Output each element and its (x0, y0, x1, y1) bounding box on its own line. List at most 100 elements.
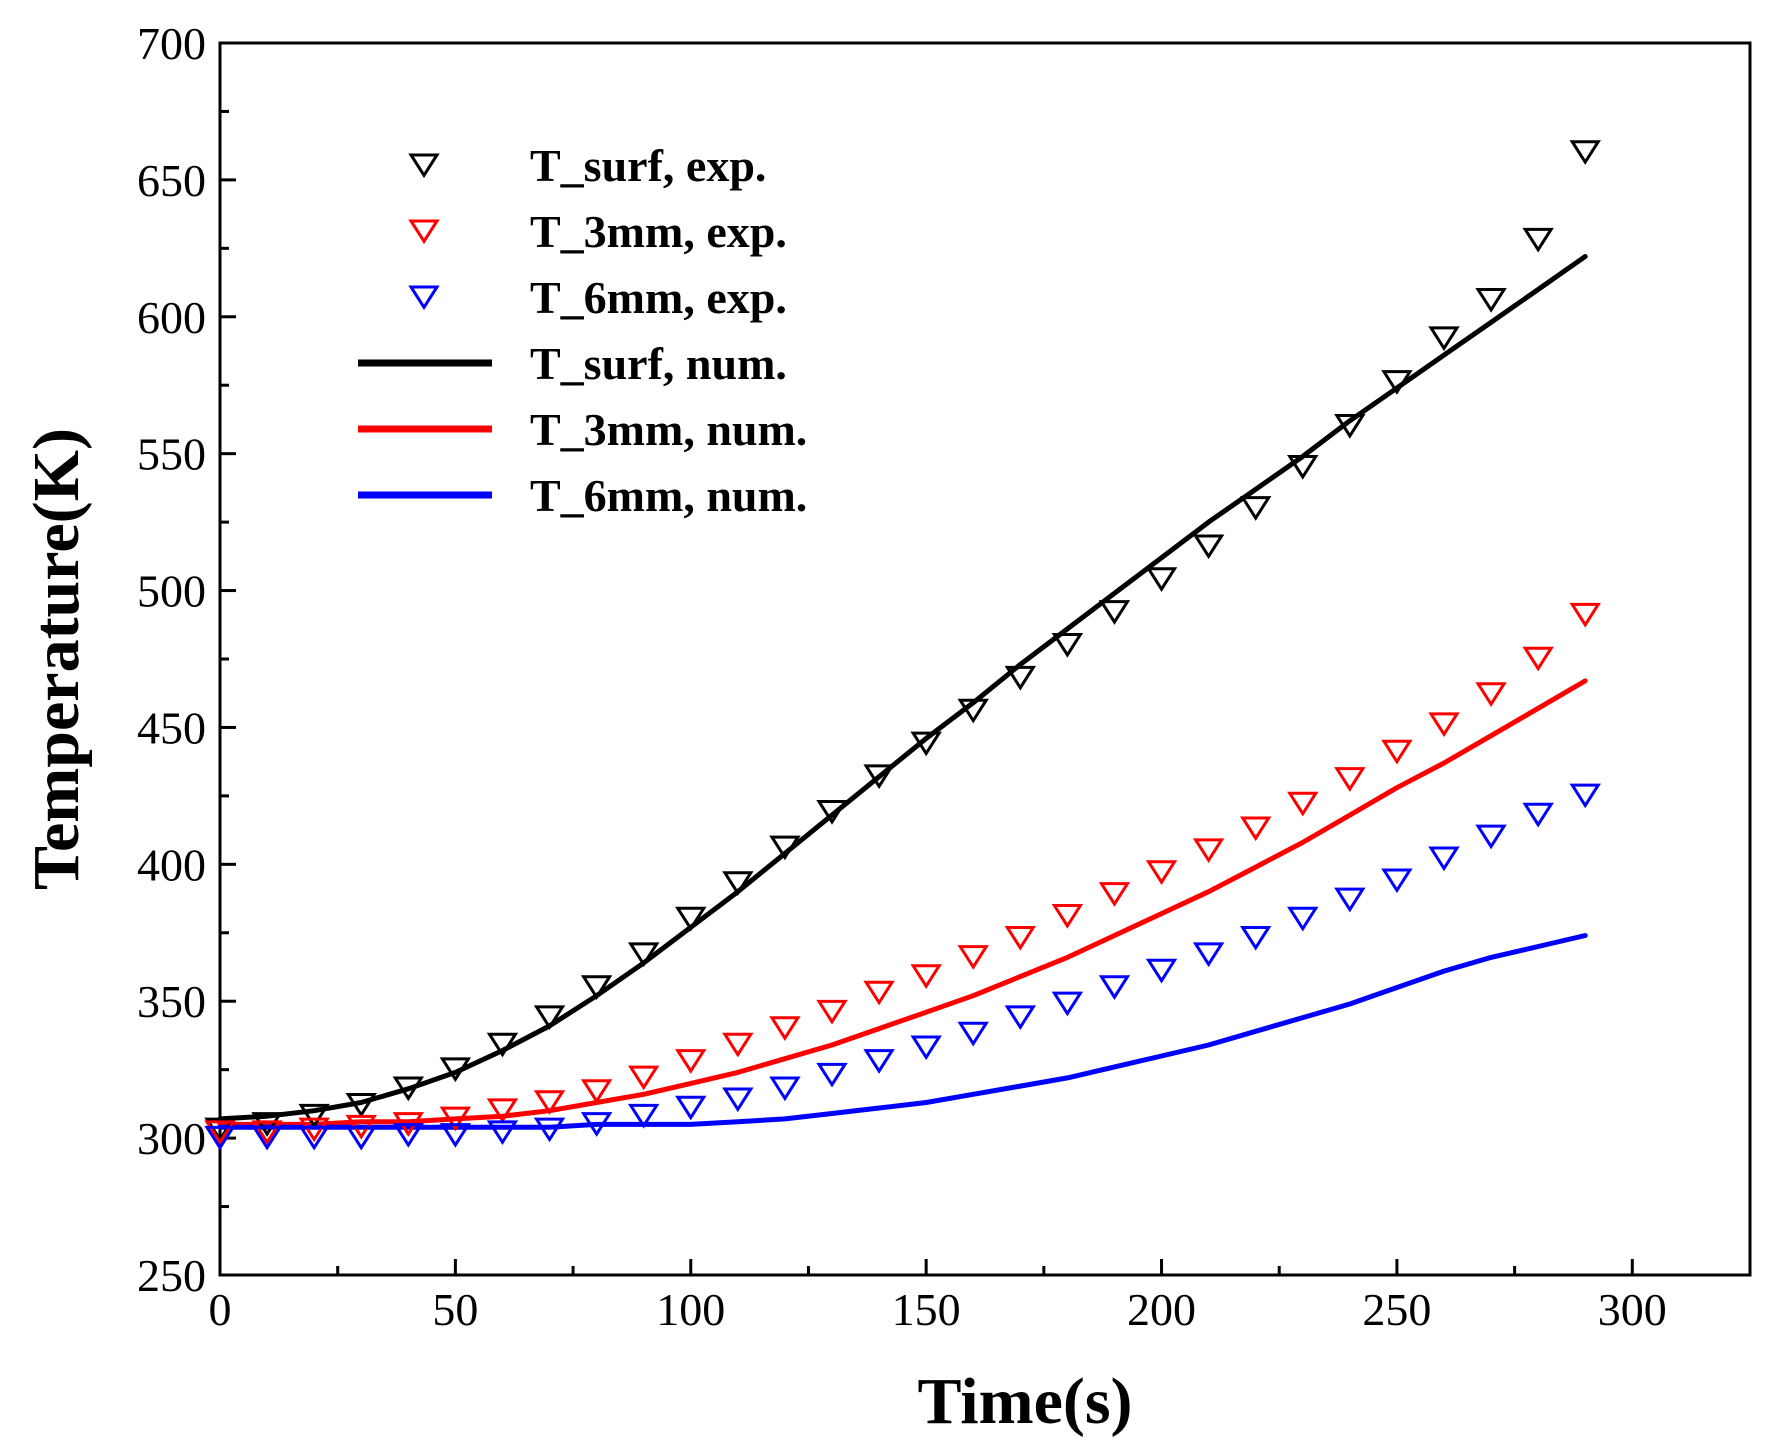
data-point (769, 835, 801, 861)
x-tick-label: 150 (892, 1284, 961, 1335)
data-point (1051, 991, 1084, 1017)
y-tick-label: 450 (137, 702, 206, 753)
legend-marker (408, 285, 440, 311)
data-point (722, 1087, 754, 1113)
data-point (1239, 816, 1272, 842)
data-point (722, 871, 754, 896)
y-tick-label: 550 (137, 429, 206, 480)
data-point (439, 1106, 472, 1132)
data-point (769, 1076, 801, 1102)
data-point (251, 1112, 283, 1137)
data-point (1334, 413, 1366, 439)
data-point (439, 1057, 472, 1083)
series-markers-t-3mm-exp- (204, 602, 1601, 1146)
data-point (486, 1032, 519, 1058)
data-point (957, 945, 989, 970)
legend-marker (408, 219, 440, 245)
series-line-t-6mm-num- (217, 933, 1588, 1130)
data-point (1569, 783, 1601, 809)
legend: T_surf, exp. T_3mm, exp. T_6mm, exp. T_surf… (358, 140, 807, 521)
data-point (392, 1076, 425, 1102)
data-point (1098, 975, 1131, 1000)
x-tick-label: 100 (656, 1284, 725, 1335)
y-tick-label: 400 (137, 839, 206, 890)
data-point (580, 1112, 613, 1137)
data-point (1287, 455, 1319, 480)
data-point (1004, 1005, 1037, 1031)
x-tick-label: 0 (209, 1284, 232, 1335)
legend-label: T_3mm, num. (530, 404, 807, 455)
data-point (627, 1065, 660, 1091)
data-point (533, 1117, 566, 1143)
data-point (486, 1098, 519, 1124)
data-point (1145, 860, 1178, 885)
data-point (1569, 140, 1601, 165)
series-line-t-surf-num- (217, 254, 1588, 1122)
data-point (1098, 600, 1131, 625)
data-point (204, 1125, 236, 1151)
y-tick-label: 300 (137, 1113, 206, 1164)
data-point (816, 999, 848, 1025)
data-point (1428, 326, 1460, 352)
data-point (298, 1117, 330, 1143)
y-tick-label: 600 (137, 292, 206, 343)
data-point (769, 1016, 801, 1042)
data-point (863, 764, 895, 790)
data-point (1522, 802, 1554, 828)
y-axis-title: Temperature(K) (20, 428, 93, 890)
data-point (910, 731, 942, 757)
data-point (392, 1123, 425, 1148)
data-point (957, 1021, 989, 1047)
data-point (486, 1120, 519, 1146)
data-point (533, 1090, 566, 1115)
y-tick-label: 650 (137, 155, 206, 206)
data-point (910, 964, 942, 989)
series-line-t-3mm-num- (217, 678, 1588, 1127)
data-point (580, 975, 613, 1000)
data-point (1145, 567, 1178, 593)
x-tick-label: 50 (432, 1284, 478, 1335)
y-tick-label: 500 (137, 566, 206, 617)
data-point (1192, 534, 1225, 560)
data-point (722, 1032, 754, 1058)
data-point (627, 1103, 660, 1129)
data-point (251, 1120, 283, 1146)
data-point (1381, 370, 1413, 395)
legend-marker (408, 153, 440, 179)
data-point (1287, 791, 1319, 817)
data-point (1051, 904, 1084, 929)
data-point (298, 1103, 330, 1129)
data-point (1004, 925, 1037, 951)
data-point (863, 1049, 895, 1074)
data-point (816, 1062, 848, 1088)
axis-tick-labels: 0 50 100 150 200 250 300 250 300 350 400 450 500 550 6… (137, 18, 1667, 1335)
y-tick-label: 250 (137, 1250, 206, 1301)
data-point (1051, 633, 1084, 658)
data-point (1428, 712, 1460, 738)
data-point (1381, 739, 1413, 765)
x-axis-title: Time(s) (917, 1365, 1132, 1438)
data-point (1569, 602, 1601, 628)
data-point (1192, 838, 1225, 864)
data-point (910, 1035, 942, 1061)
data-point (1334, 767, 1366, 792)
y-tick-label: 350 (137, 976, 206, 1027)
data-point (1145, 958, 1178, 984)
data-point (1239, 496, 1272, 521)
legend-label: T_6mm, num. (530, 470, 807, 521)
data-point (533, 1005, 566, 1031)
data-point (675, 1095, 707, 1121)
x-tick-label: 300 (1598, 1284, 1667, 1335)
data-point (204, 1120, 236, 1146)
series-markers-t-surf-exp- (204, 140, 1601, 1143)
series-markers-t-6mm-exp- (204, 783, 1601, 1151)
data-point (1428, 846, 1460, 872)
data-point (1381, 868, 1413, 894)
legend-label: T_6mm, exp. (530, 272, 787, 323)
data-point (675, 1049, 707, 1074)
data-point (1239, 925, 1272, 951)
data-point (863, 980, 895, 1006)
data-point (1475, 682, 1507, 707)
x-tick-label: 250 (1362, 1284, 1431, 1335)
